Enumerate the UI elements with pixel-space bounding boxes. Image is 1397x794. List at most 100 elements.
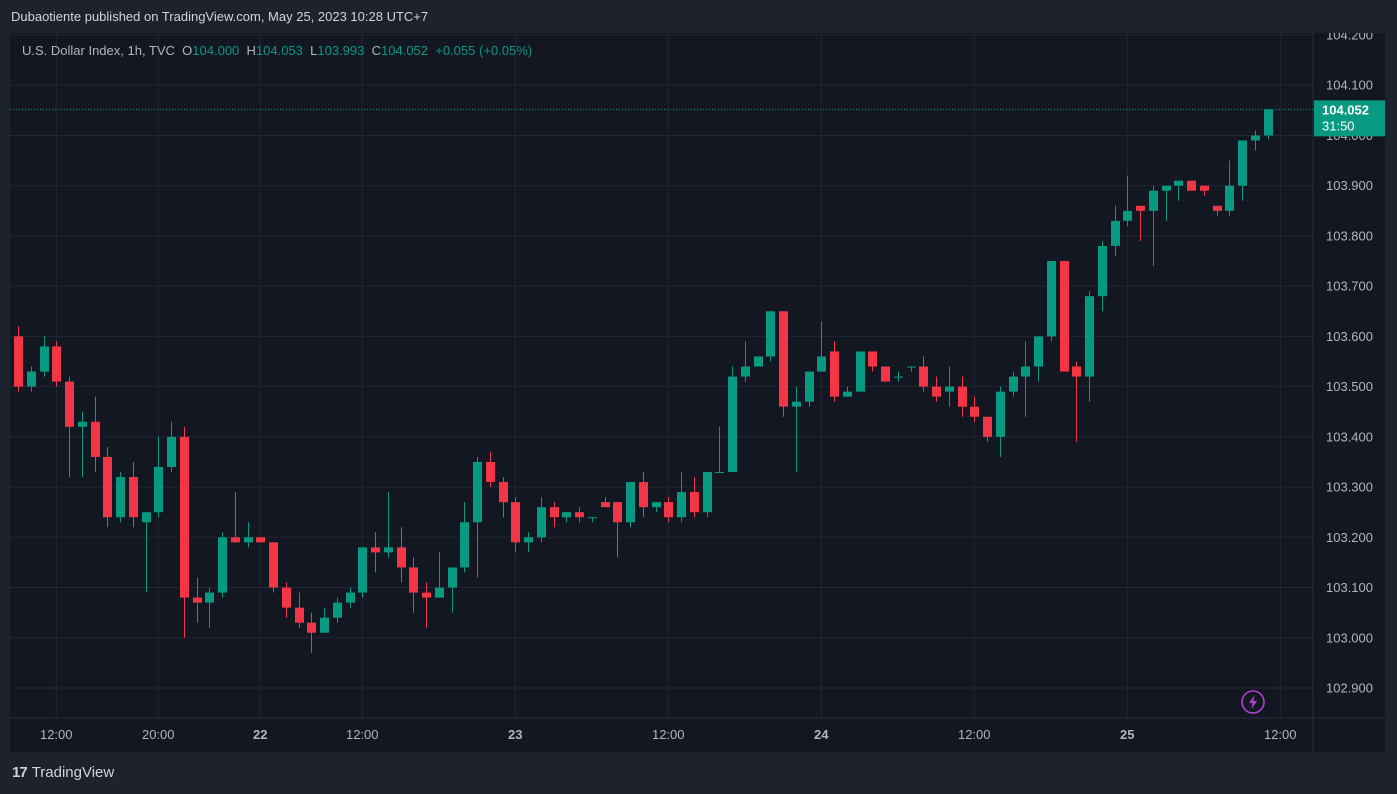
candle: [639, 472, 648, 518]
candle: [1225, 160, 1234, 216]
candle: [27, 366, 36, 392]
candle: [601, 497, 610, 508]
y-tick-label: 103.800: [1326, 228, 1373, 243]
candle: [1264, 108, 1273, 139]
candle: [473, 456, 482, 578]
candle: [1162, 185, 1171, 221]
last-price-tag: [1314, 100, 1385, 137]
candle-body: [588, 517, 597, 519]
candle-body: [78, 421, 87, 427]
candle: [422, 582, 431, 628]
candle-body: [1200, 185, 1209, 191]
candle-body: [983, 416, 992, 437]
candle: [524, 532, 533, 553]
y-tick-label: 103.000: [1326, 630, 1373, 645]
candle-body: [856, 351, 865, 392]
candlestick-chart[interactable]: 104.200 104.100 104.000 103.900 103.800 103.7…: [10, 33, 1385, 752]
candle-body: [894, 376, 903, 378]
bolt-shape: [1249, 695, 1257, 709]
candle-body: [320, 617, 329, 633]
x-tick-label: 22: [253, 727, 267, 742]
candle-body: [1072, 366, 1081, 377]
y-tick-label: 103.700: [1326, 279, 1373, 294]
candle: [588, 517, 597, 523]
candle-body: [1174, 180, 1183, 186]
candle: [703, 472, 712, 518]
candle: [728, 366, 737, 473]
candle-body: [1009, 376, 1018, 392]
candle: [754, 356, 763, 367]
legend-high: 104.053: [255, 43, 303, 58]
candle: [52, 341, 61, 387]
candle-body: [970, 406, 979, 417]
candle-body: [256, 537, 265, 543]
candle-body: [244, 537, 253, 543]
candle-body: [40, 346, 49, 372]
candle-body: [180, 436, 189, 598]
candle: [575, 507, 584, 523]
candle-body: [269, 542, 278, 588]
legend-high-label: H: [246, 43, 256, 58]
candle-body: [333, 602, 342, 618]
candle: [1098, 240, 1107, 312]
y-tick-label: 103.600: [1326, 329, 1373, 344]
legend-low: 103.993: [317, 43, 365, 58]
candle: [805, 371, 814, 407]
candle-body: [537, 507, 546, 538]
candle-body: [448, 567, 457, 588]
candle: [932, 376, 941, 402]
candle: [78, 411, 87, 478]
candle-body: [792, 401, 801, 407]
candle-body: [805, 371, 814, 402]
lightning-bolt-icon[interactable]: [1241, 690, 1265, 714]
candle: [1136, 205, 1145, 241]
candle: [129, 461, 138, 528]
candle-body: [142, 512, 151, 523]
candle: [103, 446, 112, 528]
legend-close-label: C: [371, 43, 382, 58]
candle-body: [346, 592, 355, 603]
candle-body: [1034, 336, 1043, 367]
candle-body: [422, 592, 431, 598]
candle: [1009, 371, 1018, 397]
candle-body: [677, 492, 686, 518]
candle: [1149, 185, 1158, 267]
candle: [537, 497, 546, 543]
legend-change: +0.055 (+0.05%): [435, 43, 533, 58]
last-price-value: 104.052: [1322, 102, 1369, 117]
candle-body: [231, 537, 240, 543]
candle-body: [193, 597, 202, 603]
y-tick-label: 103.500: [1326, 379, 1373, 394]
chart-legend: U.S. Dollar Index, 1h, TVC O104.000 H104…: [22, 43, 532, 58]
x-tick-label: 12:00: [346, 727, 379, 742]
candle-body: [358, 547, 367, 593]
candle-body: [499, 482, 508, 503]
candle-body: [626, 482, 635, 523]
candle-body: [1187, 180, 1196, 191]
candle-body: [664, 502, 673, 518]
candle: [269, 542, 278, 593]
candle: [741, 341, 750, 382]
candle: [435, 552, 444, 598]
candle: [690, 477, 699, 518]
candle-body: [14, 336, 23, 387]
candle-body: [1060, 261, 1069, 372]
candle: [397, 527, 406, 583]
tradingview-brand[interactable]: 17 TradingView: [12, 764, 114, 781]
candle-body: [460, 522, 469, 568]
candle: [256, 537, 265, 543]
candle-body: [154, 466, 163, 513]
candle: [511, 497, 520, 553]
candle-body: [919, 366, 928, 387]
price-axis: 104.200104.100104.000103.900103.800103.7…: [1326, 33, 1373, 696]
chart-panel[interactable]: 104.200 104.100 104.000 103.900 103.800 103.7…: [10, 33, 1385, 752]
candle-body: [562, 512, 571, 518]
candle-body: [575, 512, 584, 518]
candle: [1187, 180, 1196, 191]
candle-body: [1085, 296, 1094, 377]
candle: [919, 356, 928, 392]
candle-body: [1238, 140, 1247, 186]
candle-body: [397, 547, 406, 568]
candle: [562, 512, 571, 523]
candle: [460, 502, 469, 573]
